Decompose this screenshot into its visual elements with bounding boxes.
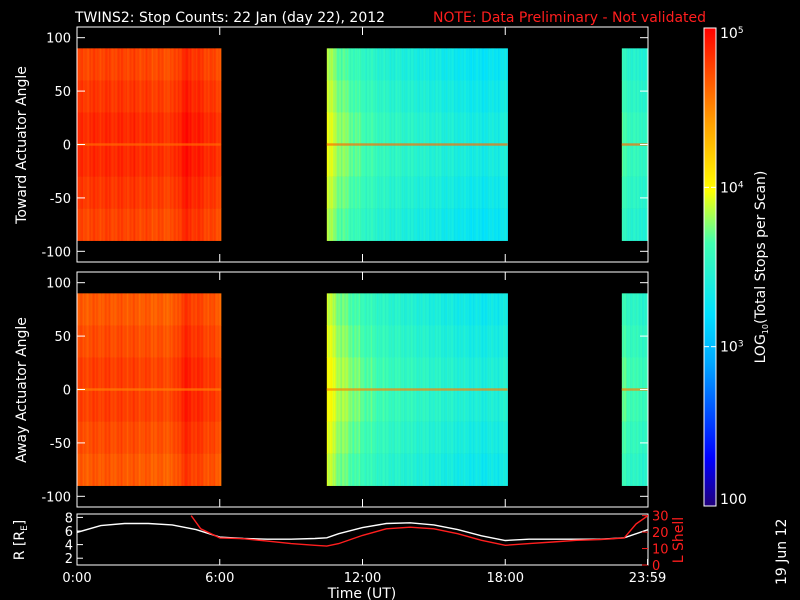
lshell-tick-label: 0	[652, 559, 660, 574]
ytick-label: -100	[41, 490, 71, 505]
time-tick-label: 23:59	[629, 571, 666, 586]
colorbar-label: LOG10(Total Stops per Scan)	[753, 171, 770, 364]
radius-tick-label: 6	[65, 525, 73, 540]
lshell-tick-label: 30	[652, 510, 669, 525]
ytick-label: 100	[46, 32, 71, 47]
colorbar-tick-label: 104	[720, 180, 744, 196]
time-tick-label: 6:00	[205, 571, 234, 586]
away-heatmap	[77, 293, 649, 486]
toward-panel: 100 50 0 -50 -100 Toward Actuator Angle	[14, 26, 649, 263]
away-panel: 100 50 0 -50 -100 Away Actuator Angle	[14, 271, 649, 508]
toward-heatmap	[77, 48, 649, 241]
date-stamp: 19 Jun 12	[774, 519, 790, 585]
radius-line	[77, 522, 648, 542]
ytick-label: -100	[41, 245, 71, 260]
data-segment-1	[326, 293, 508, 486]
colorbar-tick-label: 105	[720, 26, 744, 42]
radius-tick-label: 8	[65, 511, 73, 526]
lshell-tick-label: 10	[652, 543, 669, 558]
plot-title: TWINS2: Stop Counts: 22 Jan (day 22), 20…	[74, 10, 385, 26]
colorbar-gradient	[703, 27, 717, 507]
time-tick-label: 0:00	[62, 571, 91, 586]
radius-axis-label: R [RE]	[12, 520, 30, 561]
lshell-tick-label: 20	[652, 526, 669, 541]
colorbar-tick-label: 100	[720, 492, 747, 508]
ytick-label: 50	[54, 85, 71, 100]
colorbar-tick-label: 103	[720, 340, 744, 356]
data-segment-1	[326, 48, 508, 241]
ytick-label: 100	[46, 277, 71, 292]
time-axis-label: Time (UT)	[327, 586, 396, 600]
toward-ylabel: Toward Actuator Angle	[14, 66, 30, 225]
ytick-label: -50	[50, 437, 71, 452]
ytick-label: 0	[63, 384, 71, 399]
data-segment-0	[77, 48, 222, 241]
ytick-label: -50	[50, 192, 71, 207]
lshell-line	[190, 515, 648, 547]
preliminary-note: NOTE: Data Preliminary - Not validated	[433, 10, 706, 26]
colorbar: 105 104 103 100 LOG10(Total Stops per Scan)	[703, 26, 770, 508]
data-segment-0	[77, 293, 222, 486]
ytick-label: 50	[54, 330, 71, 345]
away-ylabel: Away Actuator Angle	[14, 317, 30, 463]
radius-tick-label: 4	[65, 539, 73, 554]
ytick-label: 0	[63, 139, 71, 154]
time-tick-label: 18:00	[487, 571, 524, 586]
radius-tick-label: 2	[65, 552, 73, 567]
time-tick-label: 12:00	[344, 571, 381, 586]
lshell-axis-label: L Shell	[671, 517, 687, 563]
